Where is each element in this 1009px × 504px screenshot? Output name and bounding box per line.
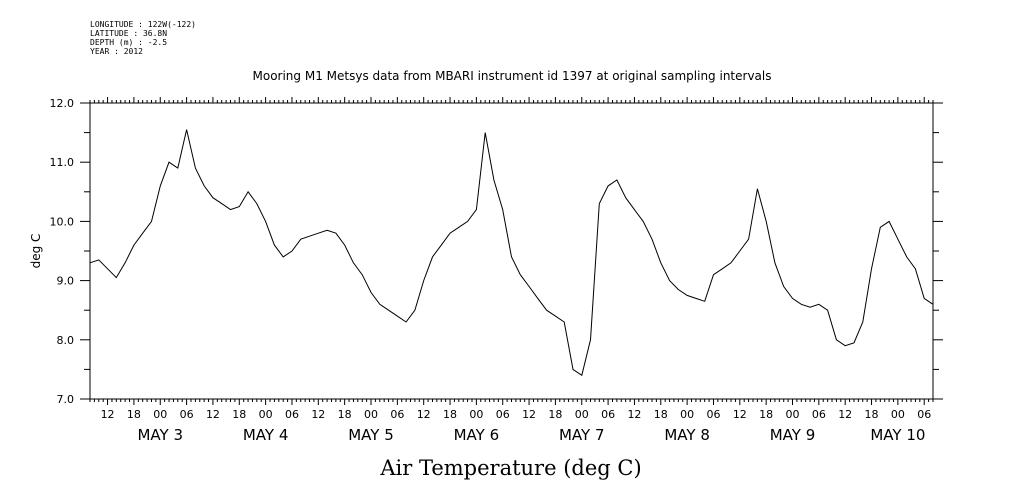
- x-tick-label: 00: [469, 408, 483, 421]
- x-tick-label: 06: [706, 408, 720, 421]
- plot-frame: [89, 102, 934, 400]
- series-layer: [89, 129, 934, 377]
- x-tick-label: 12: [627, 408, 641, 421]
- x-tick-label: 06: [812, 408, 826, 421]
- x-tick-label: 00: [891, 408, 905, 421]
- x-tick-label: 00: [364, 408, 378, 421]
- x-tick-label: 18: [548, 408, 562, 421]
- x-tick-label: 18: [443, 408, 457, 421]
- chart-title: Mooring M1 Metsys data from MBARI instru…: [253, 69, 772, 83]
- x-axis-label: Air Temperature (deg C): [379, 456, 641, 480]
- y-tick-label: 10.0: [50, 215, 75, 228]
- x-day-label: MAY 8: [664, 426, 710, 444]
- x-tick-label: 00: [786, 408, 800, 421]
- x-day-label: MAY 6: [454, 426, 500, 444]
- x-tick-label: 06: [180, 408, 194, 421]
- x-tick-label: 00: [575, 408, 589, 421]
- x-day-label: MAY 3: [137, 426, 183, 444]
- x-day-label: MAY 4: [243, 426, 289, 444]
- x-day-label: MAY 9: [770, 426, 816, 444]
- header-latitude: LATITUDE : 36.8N: [90, 29, 168, 38]
- x-tick-label: 12: [417, 408, 431, 421]
- x-tick-label: 18: [865, 408, 879, 421]
- x-day-label: MAY 5: [348, 426, 394, 444]
- y-axis: 7.0 8.0 9.0 10.0 11.0 12.0: [50, 97, 943, 406]
- x-tick-label: 18: [759, 408, 773, 421]
- x-tick-label: 12: [522, 408, 536, 421]
- x-tick-label: 12: [838, 408, 852, 421]
- header-longitude: LONGITUDE : 122W(-122): [90, 20, 196, 29]
- header-depth: DEPTH (m) : -2.5: [90, 38, 168, 47]
- header-year: YEAR : 2012: [90, 47, 143, 56]
- x-tick-label: 06: [917, 408, 931, 421]
- x-tick-label: 06: [390, 408, 404, 421]
- y-tick-label: 11.0: [50, 156, 75, 169]
- x-tick-label: 06: [496, 408, 510, 421]
- series-line: [89, 129, 934, 377]
- x-tick-label: 06: [285, 408, 299, 421]
- header-block: LONGITUDE : 122W(-122) LATITUDE : 36.8N …: [90, 20, 196, 56]
- x-tick-label: 12: [101, 408, 115, 421]
- y-tick-label: 9.0: [57, 275, 75, 288]
- x-axis: 12 18 00 06 12 18 00 06 12 18 00 06 12 18 00 06 12 18 00 06…: [89, 97, 934, 444]
- x-tick-label: 06: [601, 408, 615, 421]
- x-tick-label: 12: [206, 408, 220, 421]
- x-tick-label: 18: [127, 408, 141, 421]
- x-tick-label: 18: [654, 408, 668, 421]
- x-tick-label: 12: [733, 408, 747, 421]
- x-tick-label: 00: [680, 408, 694, 421]
- x-day-label: MAY 7: [559, 426, 605, 444]
- x-tick-label: 18: [232, 408, 246, 421]
- x-tick-label: 12: [311, 408, 325, 421]
- x-tick-label: 18: [338, 408, 352, 421]
- y-tick-label: 8.0: [57, 334, 75, 347]
- y-tick-label: 7.0: [57, 393, 75, 406]
- y-axis-label: deg C: [29, 234, 43, 269]
- x-tick-label: 00: [259, 408, 273, 421]
- y-tick-label: 12.0: [50, 97, 75, 110]
- x-day-label: MAY 10: [870, 426, 925, 444]
- x-tick-label: 00: [153, 408, 167, 421]
